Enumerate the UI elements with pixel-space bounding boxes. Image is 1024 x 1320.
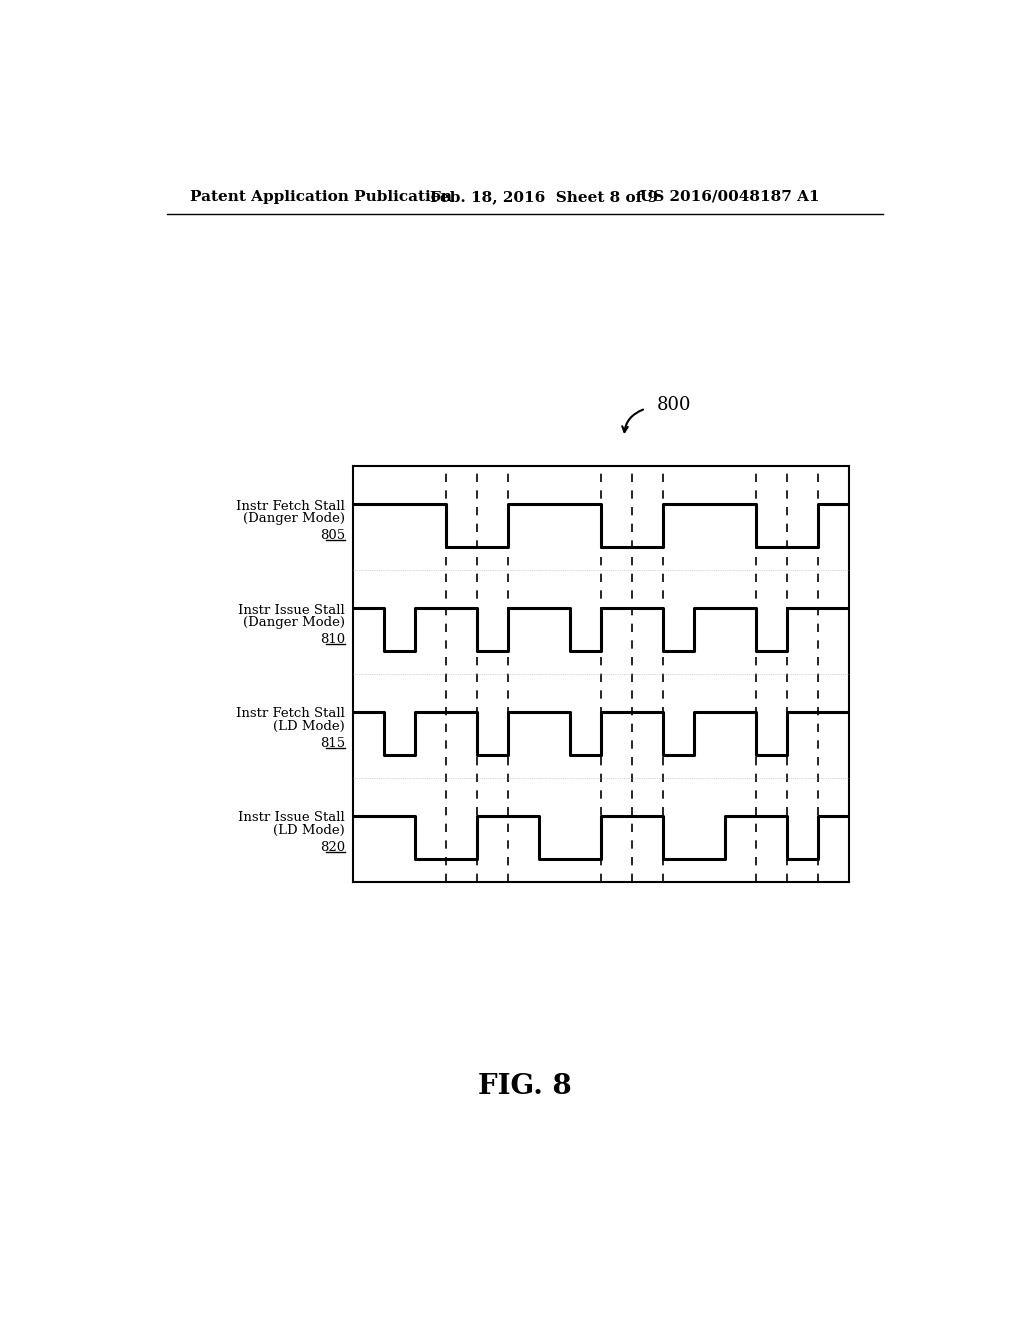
Text: Instr Fetch Stall: Instr Fetch Stall <box>237 708 345 721</box>
Text: 805: 805 <box>319 529 345 543</box>
Text: 800: 800 <box>656 396 691 413</box>
Text: 815: 815 <box>319 737 345 750</box>
Text: (Danger Mode): (Danger Mode) <box>243 616 345 628</box>
Text: Instr Issue Stall: Instr Issue Stall <box>239 603 345 616</box>
Text: US 2016/0048187 A1: US 2016/0048187 A1 <box>640 190 819 203</box>
Text: 810: 810 <box>319 634 345 645</box>
Text: Instr Fetch Stall: Instr Fetch Stall <box>237 499 345 512</box>
Text: (Danger Mode): (Danger Mode) <box>243 512 345 525</box>
Text: Instr Issue Stall: Instr Issue Stall <box>239 812 345 825</box>
Text: (LD Mode): (LD Mode) <box>273 824 345 837</box>
Text: Patent Application Publication: Patent Application Publication <box>190 190 452 203</box>
Text: 820: 820 <box>319 841 345 854</box>
Text: Feb. 18, 2016  Sheet 8 of 9: Feb. 18, 2016 Sheet 8 of 9 <box>430 190 658 203</box>
Text: (LD Mode): (LD Mode) <box>273 719 345 733</box>
Text: FIG. 8: FIG. 8 <box>478 1073 571 1100</box>
